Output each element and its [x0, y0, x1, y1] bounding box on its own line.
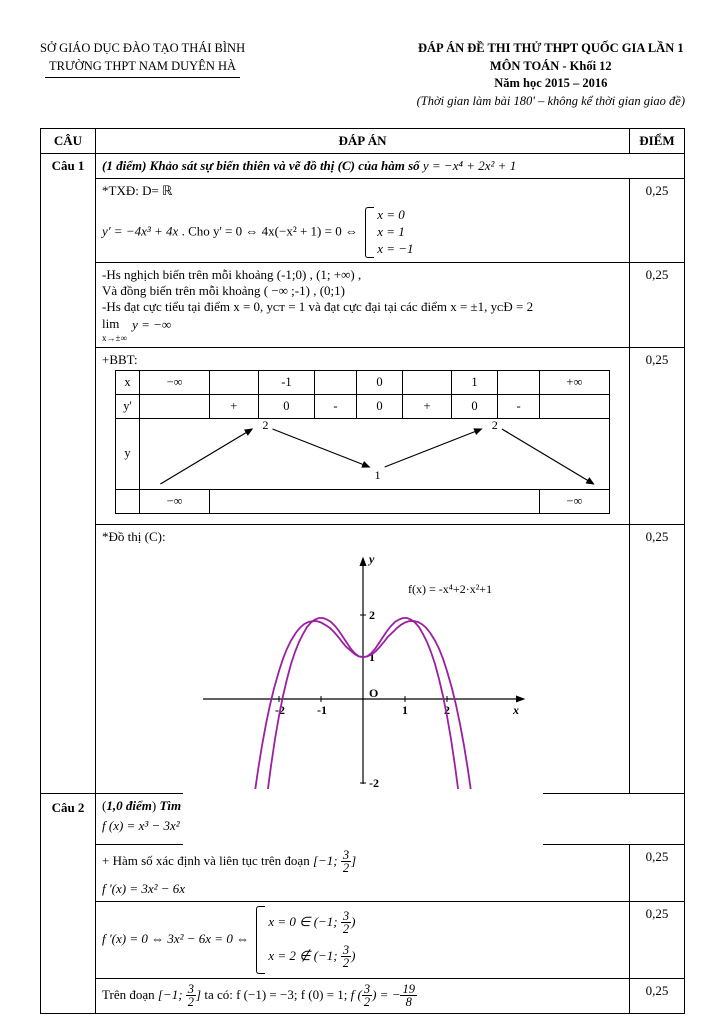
svg-text:-2: -2 [369, 776, 379, 790]
header-school: TRƯỜNG THPT NAM DUYÊN HÀ [40, 58, 245, 79]
fn-label: f(x) = -x⁴+2·x²+1 [408, 582, 492, 596]
table-row: Câu 1 (1 điểm) Khảo sát sự biến thiên và… [41, 154, 685, 179]
cau1-graph-cell: *Đồ thị (C): [96, 524, 630, 793]
cau2-r2-points: 0,25 [630, 901, 685, 978]
table-row: *TXĐ: D= ℝ y' = −4x³ + 4x . Cho y' = 0 ⇔… [41, 179, 685, 263]
yprime-expr: y' = −4x³ + 4x . Cho y' = 0 ⇔ 4x(−x² + 1… [102, 207, 623, 258]
bbt-table: x −∞ -1 0 1 +∞ y' + 0 - 0 + 0 - [115, 370, 610, 514]
cau1-r1: *TXĐ: D= ℝ y' = −4x³ + 4x . Cho y' = 0 ⇔… [96, 179, 630, 263]
cau1-title-cell: (1 điểm) Khảo sát sự biến thiên và vẽ đồ… [96, 154, 685, 179]
table-row: +BBT: x −∞ -1 0 1 +∞ y' + 0 - 0 + [41, 347, 685, 524]
cau2-label: Câu 2 [41, 793, 96, 1013]
th-diem: ĐIỂM [630, 129, 685, 154]
exam-title: ĐÁP ÁN ĐỀ THI THỬ THPT QUỐC GIA LẦN 1 [417, 40, 685, 58]
cau1-r2-points: 0,25 [630, 262, 685, 347]
cau2-r1-points: 0,25 [630, 844, 685, 901]
exam-year: Năm học 2015 – 2016 [417, 75, 685, 93]
svg-text:1: 1 [402, 703, 408, 717]
bbt-val-2b: 2 [492, 418, 498, 432]
table-row: f '(x) = 0 ⇔ 3x² − 6x = 0 ⇔ x = 0 ∈ (−1;… [41, 901, 685, 978]
answer-table: CÂU ĐÁP ÁN ĐIỂM Câu 1 (1 điểm) Khảo sát … [40, 128, 685, 1014]
cau2-r3-points: 0,25 [630, 978, 685, 1013]
cau1-r1-points: 0,25 [630, 179, 685, 263]
cau2-r1: + Hàm số xác định và liên tục trên đoạn … [96, 844, 630, 901]
cau1-bbt-points: 0,25 [630, 347, 685, 524]
bbt-val-2a: 2 [262, 418, 268, 432]
header: SỞ GIÁO DỤC ĐÀO TẠO THÁI BÌNH TRƯỜNG THP… [40, 40, 685, 110]
cau1-r2: -Hs nghịch biến trên mỗi khoảng (-1;0) ,… [96, 262, 630, 347]
table-row: + Hàm số xác định và liên tục trên đoạn … [41, 844, 685, 901]
svg-text:y: y [367, 552, 375, 566]
cau2-r2: f '(x) = 0 ⇔ 3x² − 6x = 0 ⇔ x = 0 ∈ (−1;… [96, 901, 630, 978]
cau1-label: Câu 1 [41, 154, 96, 794]
svg-text:O: O [369, 686, 378, 700]
cau1-graph-points: 0,25 [630, 524, 685, 793]
txd: *TXĐ: D= ℝ [102, 183, 623, 199]
table-row: *Đồ thị (C): [41, 524, 685, 793]
table-header-row: CÂU ĐÁP ÁN ĐIỂM [41, 129, 685, 154]
th-dapan: ĐÁP ÁN [96, 129, 630, 154]
table-row: -Hs nghịch biến trên mỗi khoảng (-1;0) ,… [41, 262, 685, 347]
bbt-val-1: 1 [375, 468, 381, 482]
svg-text:-1: -1 [317, 703, 327, 717]
bbt-arrows: 2 1 2 [140, 419, 609, 489]
header-left: SỞ GIÁO DỤC ĐÀO TẠO THÁI BÌNH TRƯỜNG THP… [40, 40, 245, 110]
cau1-bbt: +BBT: x −∞ -1 0 1 +∞ y' + 0 - 0 + [96, 347, 630, 524]
exam-duration: (Thời gian làm bài 180' – không kể thời … [417, 93, 685, 111]
th-cau: CÂU [41, 129, 96, 154]
header-institution: SỞ GIÁO DỤC ĐÀO TẠO THÁI BÌNH [40, 40, 245, 58]
cau2-r3: Trên đoạn [−1; 32] ta có: f (−1) = −3; f… [96, 978, 630, 1013]
header-right: ĐÁP ÁN ĐỀ THI THỬ THPT QUỐC GIA LẦN 1 MÔ… [417, 40, 685, 110]
exam-subject: MÔN TOÁN - Khối 12 [417, 58, 685, 76]
cau1-title: (1 điểm) Khảo sát sự biến thiên và vẽ đồ… [102, 158, 423, 173]
svg-text:2: 2 [369, 608, 375, 622]
graph: -2 -1 1 2 1 2 -2 O x y f(x) = -x⁴+2·x²+1 [183, 549, 543, 789]
cau1-title-math: y = −x⁴ + 2x² + 1 [423, 158, 516, 173]
svg-text:x: x [512, 703, 519, 717]
table-row: Trên đoạn [−1; 32] ta có: f (−1) = −3; f… [41, 978, 685, 1013]
